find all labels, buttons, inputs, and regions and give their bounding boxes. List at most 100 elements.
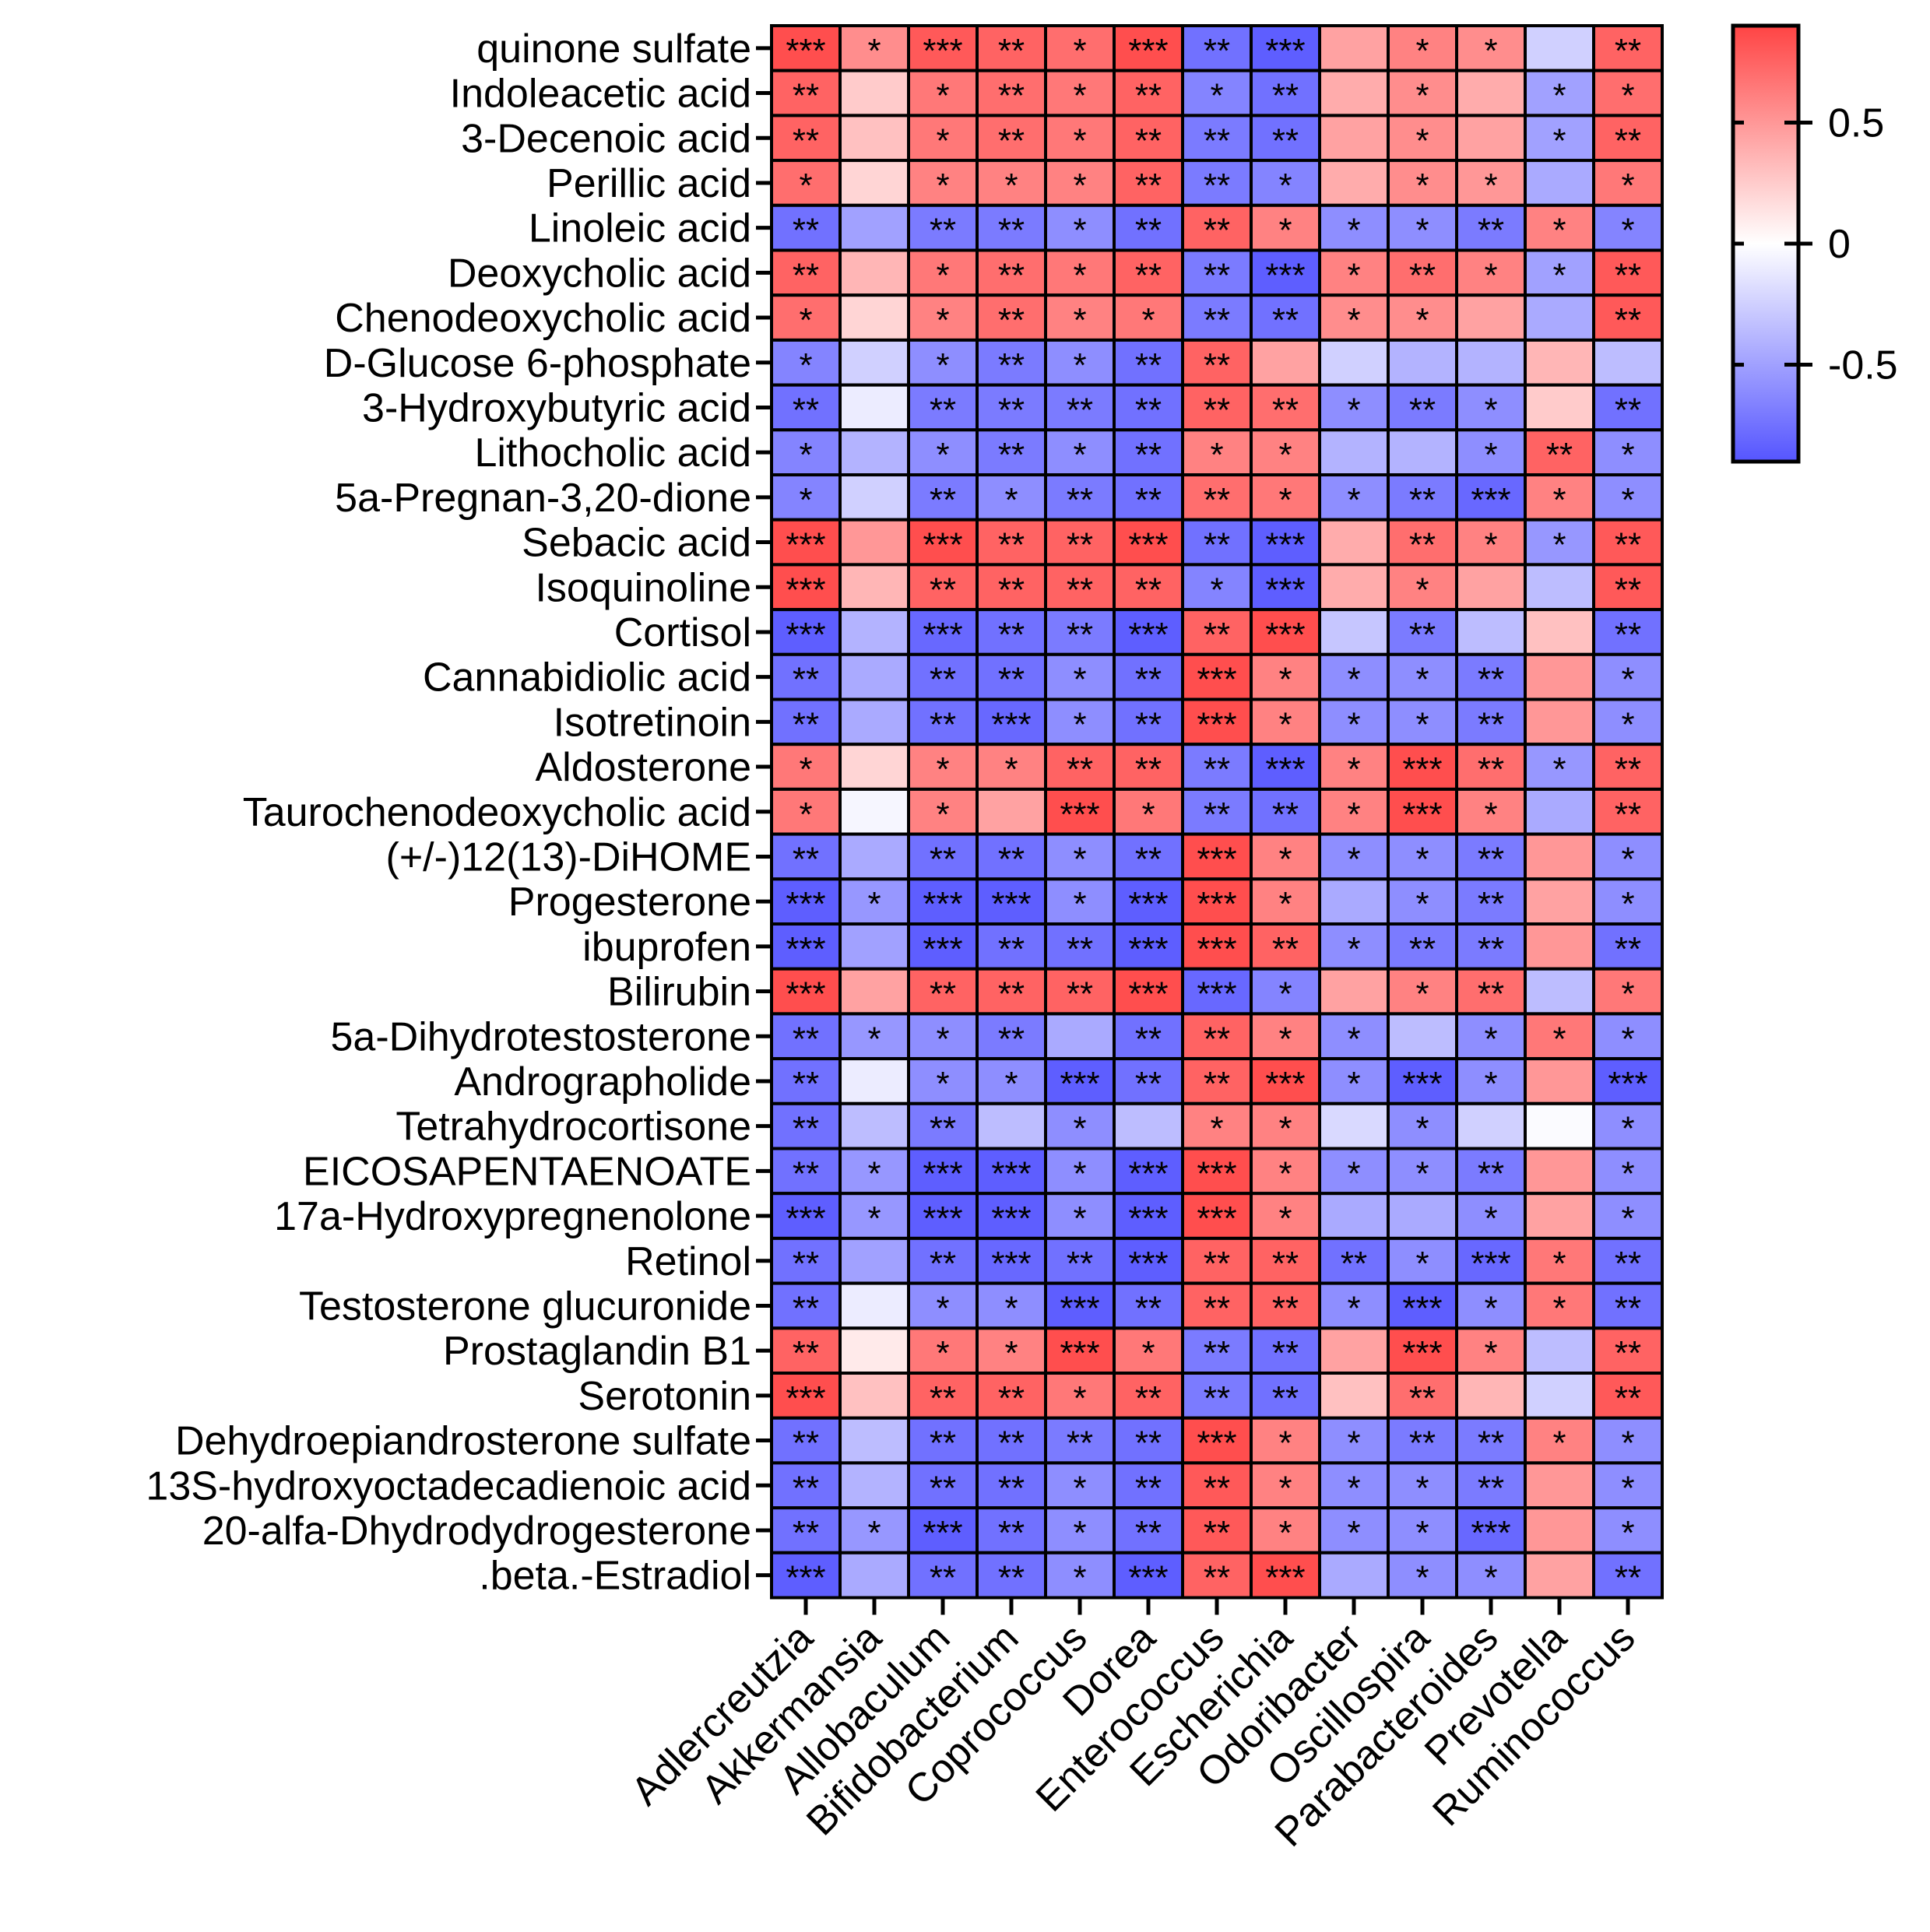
significance-mark: ** <box>1135 705 1162 743</box>
heatmap-cell <box>1044 518 1116 567</box>
significance-mark: ** <box>1204 1289 1230 1327</box>
heatmap-cell <box>1250 338 1321 387</box>
row-label: Aldosterone <box>535 745 751 790</box>
heatmap-cell <box>1387 114 1458 163</box>
colorbar-tick-label: 0.5 <box>1828 100 1884 146</box>
significance-mark: *** <box>923 616 962 654</box>
significance-mark: * <box>936 346 949 385</box>
significance-mark: * <box>1552 77 1566 115</box>
significance-mark: * <box>1621 705 1634 743</box>
significance-mark: * <box>1621 1200 1634 1238</box>
row-label: Cannabidiolic acid <box>423 655 751 701</box>
significance-mark: *** <box>991 885 1031 923</box>
heatmap-cell <box>838 473 910 522</box>
significance-mark: * <box>1484 1200 1497 1238</box>
heatmap-cell <box>770 922 842 971</box>
significance-mark: * <box>1484 32 1497 70</box>
significance-mark: * <box>1141 1334 1155 1372</box>
heatmap-cell <box>838 608 910 656</box>
heatmap-cell <box>1318 428 1390 476</box>
significance-mark: * <box>1347 1065 1360 1103</box>
significance-mark: * <box>1552 212 1566 250</box>
heatmap-cell <box>1524 248 1595 297</box>
heatmap-cell <box>1592 787 1664 836</box>
heatmap-cell <box>1250 1551 1321 1600</box>
significance-mark: ** <box>1546 436 1573 474</box>
heatmap-cell <box>1113 922 1184 971</box>
heatmap-cell <box>1524 563 1595 612</box>
significance-mark: ** <box>1067 930 1093 968</box>
heatmap-cell <box>907 248 979 297</box>
significance-mark: ** <box>793 705 819 743</box>
row-label: Tetrahydrocortisone <box>395 1105 751 1150</box>
heatmap-cell <box>1524 832 1595 881</box>
heatmap-cell <box>838 518 910 567</box>
significance-mark: ** <box>1204 301 1230 339</box>
significance-mark: ** <box>1615 526 1641 564</box>
heatmap-cell <box>976 1416 1047 1465</box>
significance-mark: ** <box>1135 167 1162 205</box>
heatmap-cell <box>1113 338 1184 387</box>
significance-mark: ** <box>1409 526 1436 564</box>
significance-mark: ** <box>1272 1379 1299 1417</box>
heatmap-cell <box>1455 1101 1527 1150</box>
significance-mark: * <box>1141 796 1155 834</box>
heatmap-cell <box>1592 967 1664 1016</box>
significance-mark: ** <box>1067 750 1093 789</box>
significance-mark: * <box>1347 301 1360 339</box>
significance-mark: ** <box>1204 1065 1230 1103</box>
significance-mark: ** <box>1272 1245 1299 1283</box>
significance-mark: ** <box>1478 1469 1504 1507</box>
significance-mark: ** <box>998 840 1025 878</box>
heatmap-cell <box>1318 518 1390 567</box>
heatmap-cell <box>1387 338 1458 387</box>
significance-mark: ** <box>998 301 1025 339</box>
significance-mark: ** <box>1204 1514 1230 1552</box>
significance-mark: * <box>1621 1469 1634 1507</box>
colorbar-tick-label: 0 <box>1828 222 1851 267</box>
significance-mark: *** <box>1265 1065 1305 1103</box>
significance-mark: *** <box>786 1559 825 1597</box>
heatmap-cell <box>1524 967 1595 1016</box>
heatmap-cell <box>1524 652 1595 701</box>
significance-mark: ** <box>1135 212 1162 250</box>
significance-mark: ** <box>793 1154 819 1193</box>
heatmap-cell <box>1250 1147 1321 1196</box>
heatmap-cell <box>838 832 910 881</box>
significance-mark: ** <box>998 930 1025 968</box>
significance-mark: * <box>1073 32 1086 70</box>
significance-mark: * <box>1347 391 1360 429</box>
significance-mark: ** <box>1204 616 1230 654</box>
significance-mark: ** <box>998 1424 1025 1463</box>
heatmap-cell <box>770 248 842 297</box>
heatmap-cell <box>976 563 1047 612</box>
significance-mark: *** <box>1265 616 1305 654</box>
significance-mark: *** <box>1197 1200 1236 1238</box>
significance-mark: ** <box>1204 1559 1230 1597</box>
heatmap-cell <box>1387 1012 1458 1061</box>
significance-mark: ** <box>1615 121 1641 160</box>
significance-mark: ** <box>1615 1289 1641 1327</box>
significance-mark: ** <box>1135 1289 1162 1327</box>
significance-mark: ** <box>998 1559 1025 1597</box>
heatmap-cell <box>1318 1101 1390 1150</box>
significance-mark: * <box>867 32 881 70</box>
heatmap-cell <box>1044 114 1116 163</box>
significance-mark: * <box>1210 1110 1223 1148</box>
significance-mark: * <box>1347 1514 1360 1552</box>
heatmap-cell <box>1524 697 1595 746</box>
significance-mark: *** <box>1608 1065 1647 1103</box>
row-label: Cortisol <box>614 610 751 655</box>
significance-mark: ** <box>1409 1379 1436 1417</box>
significance-mark: * <box>1004 750 1018 789</box>
significance-mark: ** <box>793 1334 819 1372</box>
heatmap-cell <box>1592 563 1664 612</box>
heatmap-cell <box>1592 1506 1664 1554</box>
significance-mark: * <box>1484 1559 1497 1597</box>
significance-mark: * <box>936 167 949 205</box>
significance-mark: * <box>1621 1424 1634 1463</box>
significance-mark: ** <box>1272 77 1299 115</box>
significance-mark: *** <box>1128 1154 1168 1193</box>
significance-mark: ** <box>998 256 1025 294</box>
significance-mark: *** <box>1402 1289 1442 1327</box>
